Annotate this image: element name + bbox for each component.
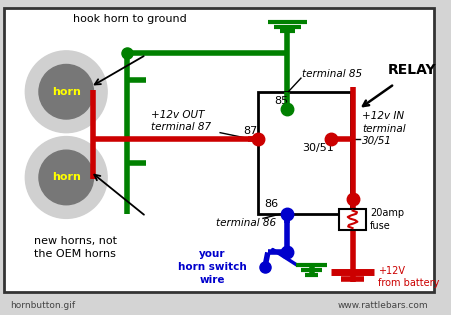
Text: +12V
from battery: +12V from battery <box>378 266 439 288</box>
Bar <box>339 209 366 230</box>
Text: horn: horn <box>52 173 81 182</box>
Text: +12v IN
terminal
30/51: +12v IN terminal 30/51 <box>362 112 406 146</box>
Text: hornbutton.gif: hornbutton.gif <box>10 301 75 310</box>
Text: horn: horn <box>52 87 81 97</box>
Text: 85: 85 <box>275 96 289 106</box>
Text: www.rattlebars.com: www.rattlebars.com <box>338 301 428 310</box>
Bar <box>258 92 350 214</box>
Circle shape <box>39 150 93 205</box>
Text: +12v OUT
terminal 87: +12v OUT terminal 87 <box>151 110 211 132</box>
Text: your
horn switch
wire: your horn switch wire <box>178 249 247 285</box>
Text: terminal 86: terminal 86 <box>216 218 276 228</box>
Text: 30/51: 30/51 <box>302 143 334 153</box>
Text: terminal 85: terminal 85 <box>302 69 362 79</box>
Text: 87: 87 <box>244 126 258 136</box>
Text: 86: 86 <box>264 199 278 209</box>
Text: RELAY: RELAY <box>388 63 436 77</box>
Circle shape <box>25 51 107 133</box>
Text: new horns, not
the OEM horns: new horns, not the OEM horns <box>34 236 117 259</box>
Text: 20amp
fuse: 20amp fuse <box>370 208 404 231</box>
Circle shape <box>39 65 93 119</box>
Circle shape <box>25 137 107 218</box>
Text: hook horn to ground: hook horn to ground <box>73 14 187 24</box>
